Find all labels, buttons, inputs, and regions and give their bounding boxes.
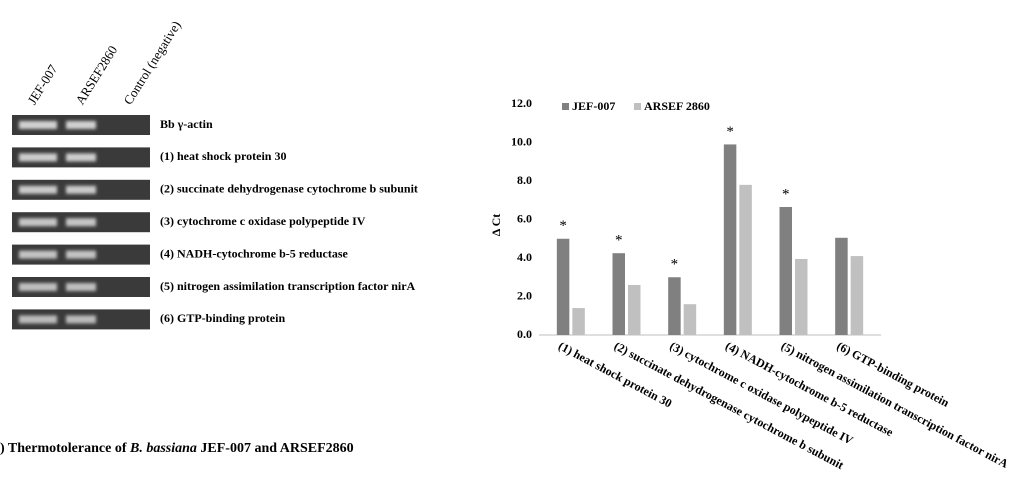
band [19,186,57,194]
bar [724,144,737,335]
gene-label: Bb γ-actin [160,117,213,131]
y-axis-label: Δ Ct [489,214,503,237]
gene-label: (5) nitrogen assimilation transcription … [160,279,416,293]
bar [684,304,697,335]
band [19,283,57,291]
significance-mark: * [615,233,623,249]
caption-prefix: ) Thermotolerance of [0,441,130,456]
gene-label: (3) cytochrome c oxidase polypeptide IV [160,214,366,228]
legend-swatch [634,103,641,110]
band [19,218,57,226]
y-tick-label: 8.0 [517,173,532,187]
band [66,153,96,161]
band [66,121,96,129]
lane-label: ARSEF2860 [72,43,120,107]
legend-label: ARSEF 2860 [644,99,710,113]
y-tick-label: 10.0 [511,134,532,148]
bar [835,238,848,335]
band [66,186,96,194]
bar [739,185,752,335]
gene-label: (2) succinate dehydrogenase cytochrome b… [160,182,418,196]
y-tick-label: 12.0 [511,96,532,110]
y-tick-label: 6.0 [517,211,532,225]
chart: 0.02.04.06.08.010.012.0Δ Ct(1) heat shoc… [489,96,1011,472]
band [19,251,57,259]
lane-label: JEF-007 [24,61,60,107]
bar [795,259,808,335]
band [66,315,96,323]
bar [613,253,626,335]
y-tick-label: 0.0 [517,327,532,341]
lane-label: Control (negative) [120,18,183,107]
band [66,251,96,259]
gene-label: (4) NADH-cytochrome b-5 reductase [160,246,349,260]
figure: JEF-007 ARSEF2860Control (negative) Bb γ-a… [0,0,1030,487]
band [66,283,96,291]
caption: ) Thermotolerance of B. bassiana JEF-007… [0,441,354,456]
band [66,218,96,226]
gene-label: (6) GTP-binding protein [160,311,285,325]
band [19,153,57,161]
significance-mark: * [671,257,679,273]
band [19,121,57,129]
significance-mark: * [559,218,567,234]
bar [780,207,793,335]
bar [572,308,585,335]
bar [851,256,864,335]
legend-swatch [562,103,569,110]
y-tick-label: 4.0 [517,250,532,264]
bar [628,285,641,335]
legend-label: JEF-007 [572,99,615,113]
y-tick-label: 2.0 [517,288,532,302]
caption-suffix: JEF-007 and ARSEF2860 [197,441,354,456]
caption-species: B. bassiana [129,441,197,456]
significance-mark: * [782,186,790,202]
band [19,315,57,323]
significance-mark: * [726,124,734,140]
bar [557,239,570,335]
bar [668,277,681,335]
gene-label: (1) heat shock protein 30 [160,149,286,163]
